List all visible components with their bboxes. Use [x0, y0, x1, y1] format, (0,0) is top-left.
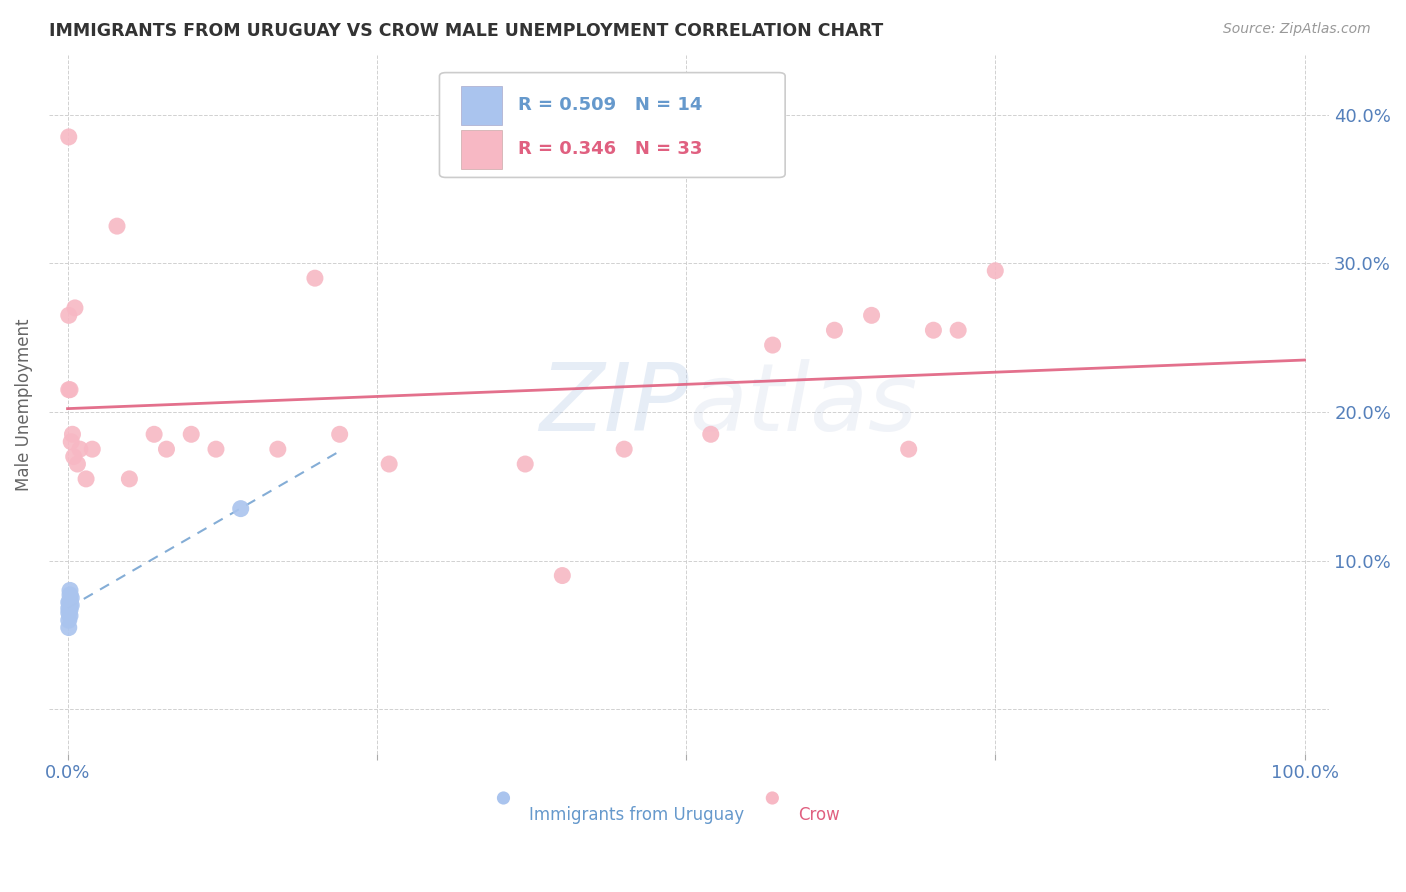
Point: [59, 583, 82, 598]
Point: [118, 472, 141, 486]
Text: IMMIGRANTS FROM URUGUAY VS CROW MALE UNEMPLOYMENT CORRELATION CHART: IMMIGRANTS FROM URUGUAY VS CROW MALE UNE…: [49, 22, 883, 40]
Point: [59, 594, 82, 608]
Point: [613, 442, 636, 457]
Point: [329, 427, 352, 442]
Point: [62, 427, 84, 442]
Point: [62, 450, 84, 464]
Point: [495, 796, 517, 810]
Text: atlas: atlas: [689, 359, 917, 450]
Point: [304, 271, 326, 285]
Text: Crow: Crow: [799, 806, 839, 824]
FancyBboxPatch shape: [440, 72, 785, 178]
Point: [143, 427, 166, 442]
Text: R = 0.509   N = 14: R = 0.509 N = 14: [517, 96, 702, 114]
Text: ZIP: ZIP: [540, 359, 689, 450]
Text: R = 0.346   N = 33: R = 0.346 N = 33: [517, 140, 702, 159]
Point: [515, 457, 537, 471]
Point: [229, 501, 252, 516]
Point: [58, 595, 80, 609]
Point: [58, 383, 80, 397]
Bar: [461, 130, 502, 169]
Point: [946, 323, 969, 337]
Point: [984, 264, 1007, 278]
Bar: [461, 87, 502, 125]
Point: [66, 457, 89, 471]
Point: [58, 601, 80, 615]
Point: [378, 457, 401, 471]
Point: [755, 796, 778, 810]
Point: [59, 599, 82, 613]
Point: [60, 599, 83, 613]
Text: Source: ZipAtlas.com: Source: ZipAtlas.com: [1223, 22, 1371, 37]
Point: [58, 129, 80, 144]
Point: [155, 442, 177, 457]
Point: [58, 606, 80, 620]
Point: [58, 613, 80, 627]
Y-axis label: Male Unemployment: Male Unemployment: [15, 318, 32, 491]
Point: [75, 472, 97, 486]
Point: [105, 219, 128, 234]
Point: [58, 621, 80, 635]
Point: [762, 338, 785, 352]
Point: [860, 309, 883, 323]
Point: [700, 427, 723, 442]
Point: [59, 588, 82, 602]
Point: [897, 442, 920, 457]
Point: [82, 442, 104, 457]
Point: [267, 442, 290, 457]
Point: [922, 323, 945, 337]
Point: [824, 323, 846, 337]
Point: [59, 383, 82, 397]
Point: [180, 427, 202, 442]
Point: [205, 442, 228, 457]
Point: [58, 309, 80, 323]
Text: Immigrants from Uruguay: Immigrants from Uruguay: [529, 806, 744, 824]
Point: [59, 603, 82, 617]
Point: [69, 442, 91, 457]
Point: [551, 568, 574, 582]
Point: [59, 608, 82, 623]
Point: [63, 301, 86, 315]
Point: [60, 591, 83, 605]
Point: [60, 434, 83, 449]
